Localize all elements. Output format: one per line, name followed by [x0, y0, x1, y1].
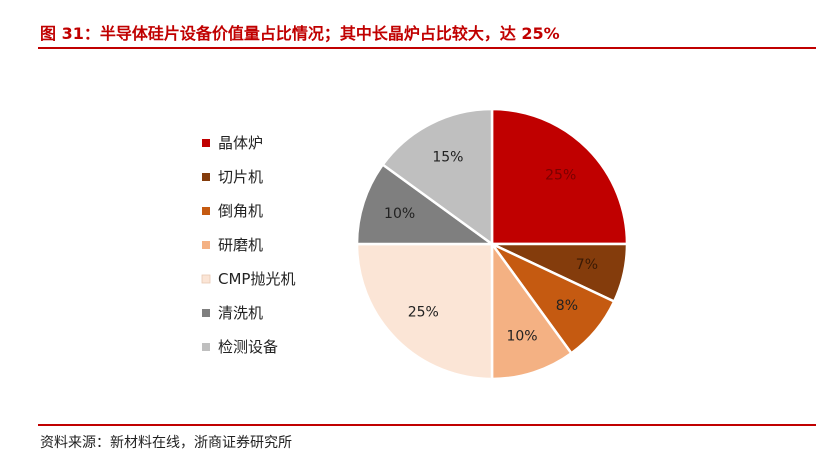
pie-data-label-3: 8%	[556, 298, 578, 314]
legend-swatch-6	[202, 309, 210, 317]
legend-swatch-1	[202, 139, 210, 147]
legend-swatch-2	[202, 173, 210, 181]
pie-slice-1	[490, 107, 629, 246]
source-note: 资料来源：新材料在线，浙商证券研究所	[40, 435, 292, 451]
pie-data-label-7: 15%	[432, 149, 463, 165]
pie-slice-4	[490, 240, 574, 381]
pie-slice-6	[355, 162, 496, 246]
legend-label-5: CMP抛光机	[218, 270, 295, 288]
legend-label-7: 检测设备	[218, 338, 278, 356]
pie-slice-5	[355, 242, 494, 381]
title-divider	[38, 47, 816, 49]
legend-swatch-3	[202, 207, 210, 215]
legend-label-6: 清洗机	[218, 304, 263, 322]
pie-data-label-1: 25%	[545, 167, 576, 183]
pie-data-label-5: 25%	[408, 305, 439, 321]
figure-title: 图 31：半导体硅片设备价值量占比情况；其中长晶炉占比较大，达 25%	[40, 24, 560, 43]
legend-label-1: 晶体炉	[218, 134, 263, 152]
pie-data-labels: 25% 7% 8% 10% 25% 10% 15%	[384, 149, 598, 344]
pie-slice-7	[381, 107, 494, 247]
pie-data-label-6: 10%	[384, 206, 415, 222]
legend-swatch-5	[201, 274, 211, 284]
source-divider	[38, 424, 816, 426]
legend-label-2: 切片机	[218, 168, 263, 186]
legend-swatch-7	[202, 343, 210, 351]
legend-label-4: 研磨机	[218, 236, 263, 254]
pie-data-label-2: 7%	[576, 257, 598, 273]
pie-slices	[355, 107, 629, 381]
legend-label-3: 倒角机	[218, 202, 263, 220]
pie-data-label-4: 10%	[506, 328, 537, 344]
legend-swatch-4	[202, 241, 210, 249]
